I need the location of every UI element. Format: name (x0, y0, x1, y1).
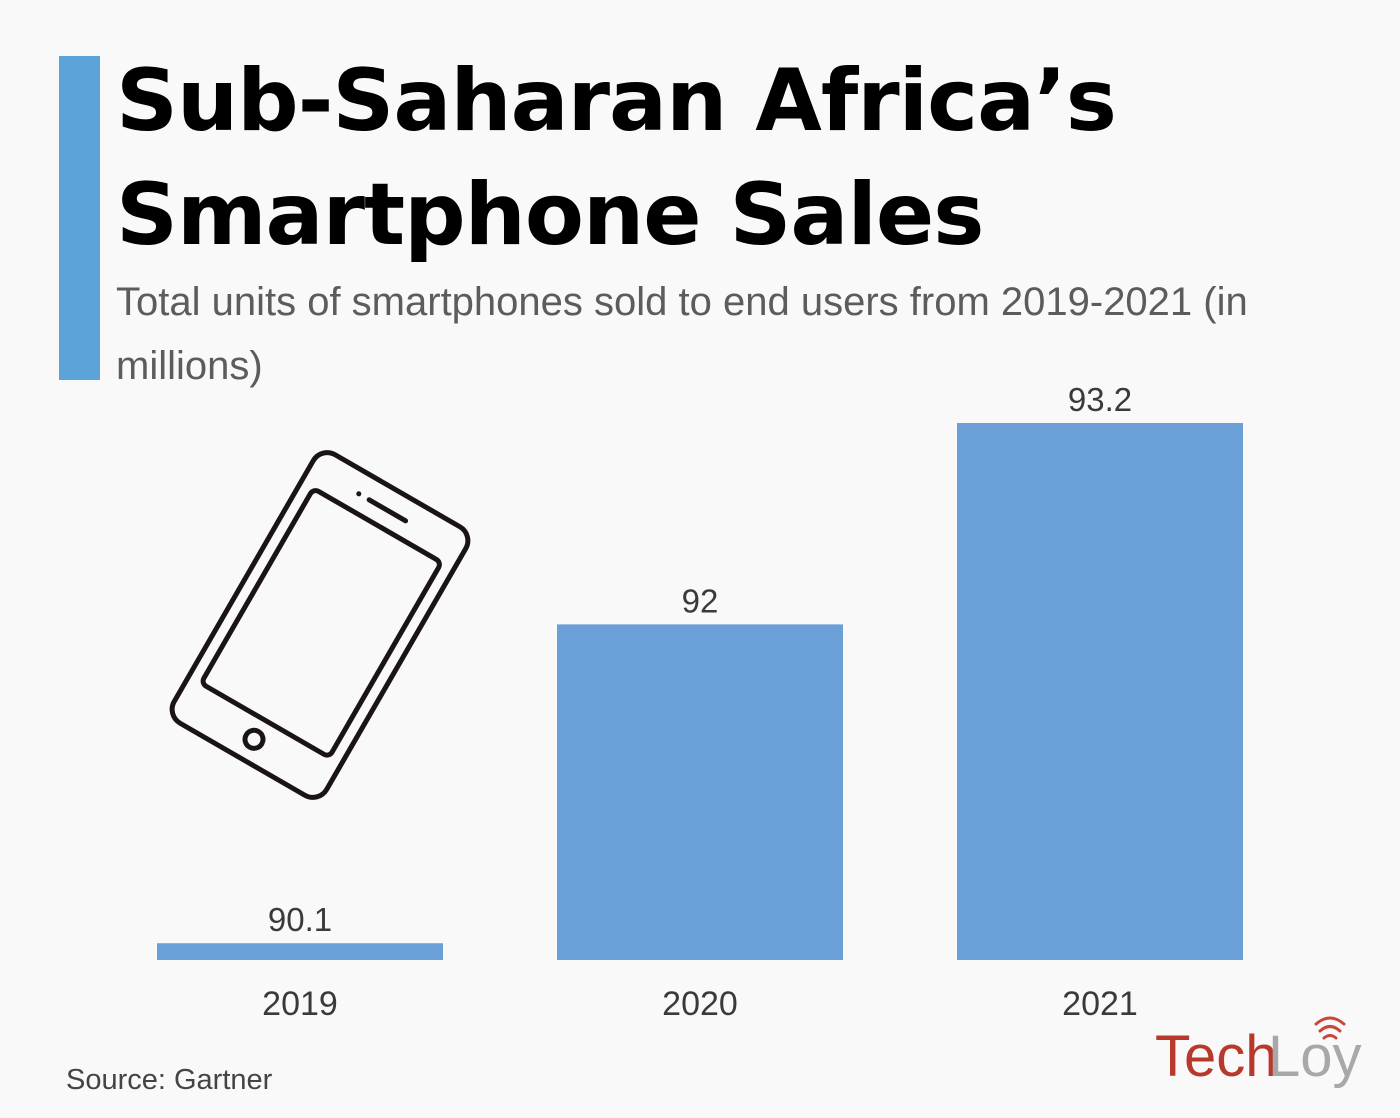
chart-title: Sub-Saharan Africa’s Smartphone Sales (116, 44, 1316, 272)
logo-text-tech: Tech (1155, 1024, 1278, 1089)
data-label-2020: 92 (682, 582, 719, 619)
techloy-logo: Tech Loy (1155, 1016, 1362, 1089)
bar-2019 (157, 943, 443, 960)
data-label-2019: 90.1 (268, 901, 332, 938)
bar-2020 (557, 624, 843, 960)
title-accent-bar (59, 56, 100, 380)
source-note: Source: Gartner (66, 1064, 273, 1096)
x-tick-label-2021: 2021 (1062, 985, 1138, 1023)
smartphone-icon (169, 450, 471, 800)
title-line-1: Sub-Saharan Africa’s (116, 51, 1117, 151)
logo-text-loy: Loy (1268, 1024, 1362, 1089)
data-label-2021: 93.2 (1068, 381, 1132, 418)
chart-subtitle: Total units of smartphones sold to end u… (116, 280, 1248, 388)
wifi-signal-icon (1314, 1016, 1346, 1040)
title-line-2: Smartphone Sales (116, 165, 984, 265)
x-tick-label-2020: 2020 (662, 985, 738, 1023)
bar-2021 (957, 423, 1243, 960)
x-tick-label-2019: 2019 (262, 985, 338, 1023)
